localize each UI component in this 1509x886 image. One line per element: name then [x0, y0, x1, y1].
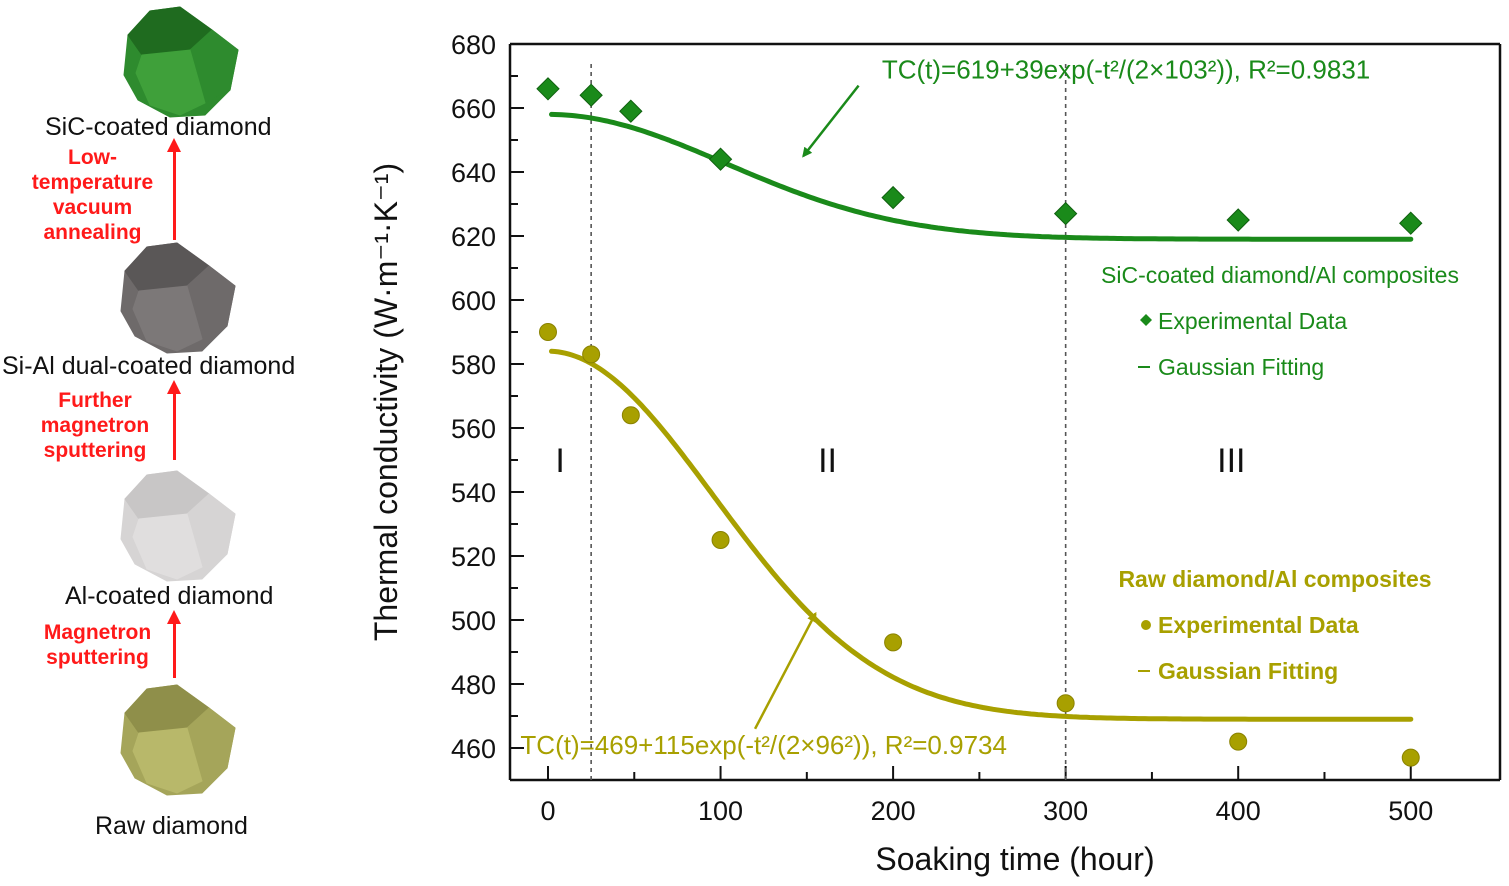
up-arrow-icon [167, 610, 181, 678]
legend-circle-marker [1141, 620, 1151, 630]
gaussian-fit-curve [549, 348, 1414, 722]
y-tick-label: 520 [451, 542, 496, 572]
gaussian-fit-curve [549, 111, 1414, 242]
data-point-circle [884, 633, 903, 652]
legend-diamond-marker [1140, 314, 1152, 326]
data-point-circle [711, 531, 730, 549]
crystal-icon [120, 470, 236, 582]
legend-gaussian-fitting: Gaussian Fitting [1158, 658, 1338, 684]
region-label: II [818, 442, 837, 480]
y-tick-label: 600 [451, 286, 496, 316]
y-tick-label: 480 [451, 670, 496, 700]
process-step-label: Magnetron sputtering [43, 621, 152, 669]
x-tick-label: 0 [540, 796, 555, 826]
stage-label: Si-Al dual-coated diamond [2, 352, 296, 380]
fit-equation: TC(t)=619+39exp(-t²/(2×103²)), R²=0.9831 [882, 55, 1370, 85]
data-point-diamond [1399, 211, 1423, 235]
y-tick-label: 580 [451, 350, 496, 380]
process-step-label: Further magnetron sputtering [40, 389, 150, 462]
synthesis-flow-panel: SiC-coated diamond Si-Al dual-coated diam… [0, 0, 365, 886]
y-tick-label: 680 [451, 30, 496, 60]
data-point-diamond [1053, 201, 1078, 226]
legend-title: Raw diamond/Al composites [1118, 566, 1431, 592]
process-step-label: Low- temperature vacuum annealing [31, 146, 154, 244]
x-tick-label: 400 [1216, 796, 1261, 826]
crystal-icon [120, 242, 236, 354]
x-axis-label: Soaking time (hour) [875, 841, 1154, 877]
y-tick-label: 540 [451, 478, 496, 508]
stage-label: SiC-coated diamond [45, 113, 272, 141]
y-tick-label: 620 [451, 222, 496, 252]
equation-pointer-arrow [802, 84, 860, 158]
crystal-icon [120, 684, 236, 796]
data-point-circle [539, 323, 557, 341]
thermal-conductivity-chart: 460 480 500 520 540 560 580 600 620 640 660 680 0 100… [368, 30, 1502, 877]
data-point-diamond [536, 77, 560, 101]
data-point-diamond [579, 83, 603, 107]
legend-gaussian-fitting: Gaussian Fitting [1158, 354, 1324, 380]
stage-label: Raw diamond [95, 812, 248, 840]
data-point-diamond [1226, 208, 1250, 232]
x-tick-label: 300 [1043, 796, 1088, 826]
equation-pointer-arrow [753, 611, 817, 730]
region-label: III [1217, 442, 1245, 480]
data-point-circle [1401, 748, 1420, 767]
y-axis-label: Thermal conductivity (W·m⁻¹·K⁻¹) [368, 163, 404, 641]
x-tick-label: 500 [1388, 796, 1433, 826]
up-arrow-icon [167, 380, 181, 460]
y-tick-label: 560 [451, 414, 496, 444]
legend-experimental-data: Experimental Data [1158, 612, 1359, 638]
y-tick-label: 640 [451, 158, 496, 188]
data-point-diamond [881, 185, 905, 210]
crystal-icon [123, 6, 239, 118]
data-point-circle [621, 406, 640, 425]
region-label: I [555, 442, 564, 480]
fit-equation: TC(t)=469+115exp(-t²/(2×96²)), R²=0.9734 [520, 730, 1007, 760]
x-tick-label: 200 [871, 796, 916, 826]
legend-experimental-data: Experimental Data [1158, 308, 1347, 334]
stage-label: Al-coated diamond [65, 582, 274, 610]
data-point-circle [582, 345, 601, 364]
y-tick-label: 460 [451, 734, 496, 764]
data-point-circle [1229, 732, 1248, 751]
legend-title: SiC-coated diamond/Al composites [1101, 262, 1459, 288]
up-arrow-icon [167, 138, 181, 240]
data-point-circle [1056, 694, 1075, 713]
data-point-diamond [708, 147, 733, 171]
y-tick-label: 500 [451, 606, 496, 636]
x-tick-label: 100 [698, 796, 743, 826]
data-point-diamond [619, 99, 643, 123]
y-tick-label: 660 [451, 94, 496, 124]
